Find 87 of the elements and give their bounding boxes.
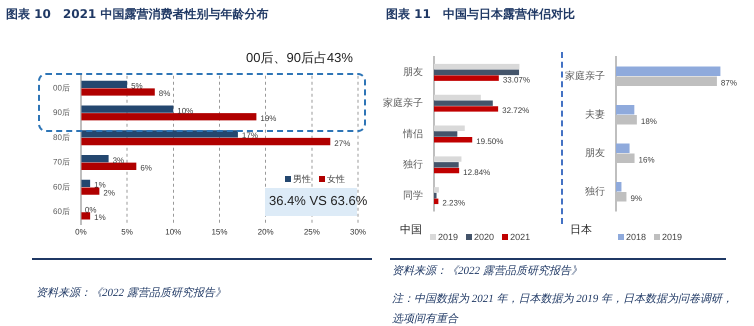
- y-tick-label: 独行: [403, 158, 423, 171]
- text: 注：中国数据为 2021 年，日本数据为 2019 年，日本数据为问卷调研，选项间有重合: [392, 292, 734, 326]
- bar: [434, 192, 437, 198]
- y-tick-label: 独行: [585, 186, 605, 198]
- chart-title: 图表 11 中国与日本露营伴侣对比: [386, 6, 575, 23]
- bar: [434, 106, 498, 112]
- bar: [81, 105, 174, 113]
- data-label: 19%: [260, 114, 276, 123]
- bar: [81, 138, 330, 146]
- legend-label: 女性: [326, 173, 345, 186]
- bar: [81, 162, 136, 170]
- legend-label: 2019: [437, 232, 458, 242]
- chart-title: 图表 10 2021 中国露营消费者性别与年龄分布: [6, 6, 268, 23]
- legend-label: 2021: [509, 232, 530, 242]
- bar: [434, 64, 520, 70]
- bar: [434, 156, 462, 162]
- bar: [434, 100, 493, 106]
- y-tick-label: 家庭亲子: [383, 96, 423, 109]
- data-label: 32.72%: [502, 106, 530, 116]
- bar: [616, 104, 634, 114]
- y-tick-label: 80后: [52, 132, 70, 142]
- bar: [81, 80, 128, 88]
- x-tick-label: 10%: [165, 227, 182, 236]
- x-tick-label: 30%: [350, 227, 366, 236]
- legend-label: 男性: [292, 173, 311, 186]
- bar: [81, 155, 109, 162]
- data-label: 16%: [638, 155, 655, 164]
- y-tick-label: 同学: [403, 189, 423, 202]
- bar: [81, 180, 90, 188]
- bar: [434, 70, 520, 76]
- text: 00后、90后占43%: [246, 49, 353, 67]
- data-label: 0%: [84, 205, 96, 214]
- bar: [434, 94, 481, 100]
- data-label: 33.07%: [502, 75, 530, 84]
- y-tick-label: 60后: [52, 182, 70, 192]
- bar: [434, 187, 439, 193]
- bar: [616, 182, 622, 192]
- text: 中国: [400, 223, 422, 237]
- bar: [434, 137, 472, 142]
- x-tick-label: 25%: [304, 227, 320, 236]
- x-tick-label: 15%: [211, 227, 228, 236]
- data-label: 6%: [140, 164, 152, 173]
- data-label: 12.84%: [463, 168, 490, 177]
- text: 资料来源：《2022 露营品质研究报告》: [392, 264, 582, 278]
- y-tick-label: 70后: [52, 158, 70, 167]
- bar: [81, 212, 90, 220]
- data-label: 1%: [94, 180, 106, 190]
- data-label: 19.50%: [476, 136, 504, 146]
- bar: [81, 113, 256, 120]
- y-tick-label: 60后: [52, 207, 70, 216]
- bar: [434, 131, 458, 137]
- legend-label: 2020: [473, 232, 494, 242]
- bar: [616, 66, 720, 76]
- x-tick-label: 20%: [258, 227, 274, 236]
- bar: [81, 187, 100, 195]
- bar: [434, 198, 438, 204]
- bar: [434, 126, 465, 131]
- data-label: 1%: [94, 213, 106, 222]
- data-label: 17%: [242, 131, 258, 140]
- text: 资料来源：《2022 露营品质研究报告》: [36, 286, 226, 300]
- bar: [616, 143, 630, 153]
- bar: [434, 75, 499, 81]
- y-tick-label: 情侣: [402, 128, 423, 140]
- x-tick-label: 0%: [75, 227, 87, 236]
- data-label: 10%: [177, 106, 194, 116]
- bar: [434, 168, 460, 174]
- text: 日本: [570, 223, 592, 237]
- data-label: 2%: [103, 188, 115, 198]
- data-label: 2.23%: [442, 198, 466, 208]
- y-tick-label: 00后: [52, 83, 70, 92]
- y-tick-label: 90后: [52, 108, 70, 118]
- y-tick-label: 家庭亲子: [565, 70, 605, 82]
- legend-label: 2019: [661, 232, 682, 242]
- data-label: 9%: [630, 194, 642, 203]
- data-label: 8%: [158, 89, 170, 98]
- bar: [81, 88, 155, 96]
- legend-label: 2018: [625, 232, 646, 242]
- x-tick-label: 5%: [121, 227, 133, 236]
- y-tick-label: 朋友: [403, 67, 423, 78]
- data-label: 18%: [640, 116, 657, 126]
- annotation: 36.4% VS 63.6%: [268, 192, 368, 210]
- data-label: 5%: [131, 82, 143, 91]
- y-tick-label: 朋友: [585, 148, 605, 159]
- y-tick-label: 夫妻: [585, 108, 605, 120]
- data-label: 27%: [334, 138, 350, 148]
- bar: [434, 162, 459, 168]
- data-label: 87%: [720, 78, 737, 88]
